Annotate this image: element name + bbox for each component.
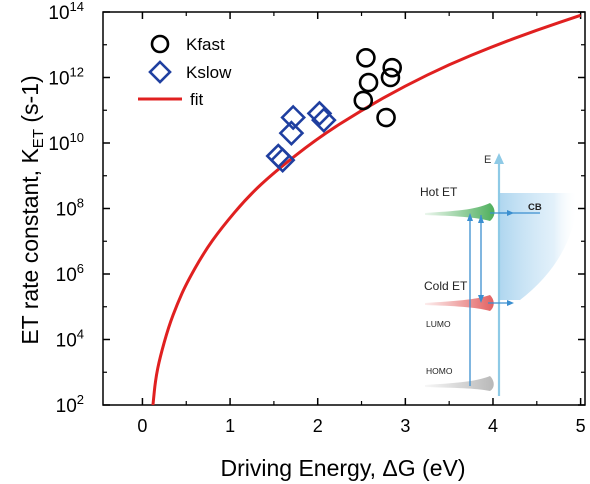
- kslow-series: [265, 100, 337, 173]
- y-axis-title: ET rate constant, KET (s-1): [17, 75, 47, 344]
- homo-distribution: [425, 376, 494, 391]
- y-tick-label: 1012: [48, 65, 84, 90]
- hot-transfer-arrowhead: [507, 210, 514, 216]
- cold-et-distribution: [425, 295, 494, 311]
- x-tick-labels: 0 1 2 3 4 5: [137, 416, 585, 436]
- cold-transfer-arrowhead: [507, 300, 514, 306]
- energy-axis-label: E: [484, 154, 491, 166]
- x-tick-label: 2: [313, 416, 323, 436]
- kfast-point: [376, 107, 396, 128]
- axis-ticks: [103, 11, 585, 406]
- x-tick-label: 5: [576, 416, 586, 436]
- energy-axis-arrowhead: [494, 153, 504, 164]
- homo-label: HOMO: [426, 366, 453, 376]
- y-tick-label: 108: [56, 196, 84, 221]
- homo-to-hot-arrowhead: [467, 213, 473, 221]
- legend-kfast-marker: [150, 34, 170, 54]
- y-tick-label: 1014: [48, 0, 84, 24]
- x-tick-label: 0: [137, 416, 147, 436]
- cb-band-shape: [498, 193, 578, 300]
- y-axis-title-unit: (s-1): [17, 75, 43, 129]
- kslow-point: [269, 147, 296, 173]
- legend-fit-label: fit: [190, 90, 204, 109]
- y-tick-label: 102: [56, 392, 84, 417]
- x-tick-label: 4: [488, 416, 498, 436]
- y-tick-label: 104: [56, 327, 84, 352]
- x-tick-label: 1: [225, 416, 235, 436]
- cold-et-label: Cold ET: [424, 279, 468, 293]
- relaxation-arrowhead-up: [478, 215, 484, 223]
- hot-et-label: Hot ET: [420, 185, 458, 199]
- kslow-point: [278, 120, 305, 146]
- y-axis-unit-text: (s-1): [17, 75, 43, 122]
- kfast-series: [353, 47, 403, 128]
- x-axis-title: Driving Energy, ΔG (eV): [220, 455, 465, 481]
- y-axis-title-subscript: ET: [30, 129, 47, 148]
- legend-kfast-label: Kfast: [186, 35, 225, 54]
- kslow-point: [306, 100, 333, 127]
- kfast-point: [358, 72, 379, 93]
- relaxation-arrowhead-down: [478, 295, 484, 303]
- cb-label: CB: [528, 202, 542, 213]
- kfast-point: [353, 90, 374, 111]
- y-tick-label: 106: [56, 261, 84, 286]
- y-tick-label: 1010: [48, 130, 84, 155]
- kfast-point: [356, 47, 376, 68]
- fit-curve: [151, 13, 582, 405]
- legend-kslow-marker: [148, 60, 172, 84]
- hot-et-distribution: [425, 203, 495, 221]
- lumo-label: LUMO: [426, 319, 451, 329]
- kslow-point: [280, 104, 307, 131]
- energy-diagram-inset: E CB Hot ET Cold ET LUMO HOMO: [420, 153, 578, 396]
- kfast-point: [380, 67, 401, 88]
- y-axis-title-main: ET rate constant, K: [17, 148, 43, 345]
- x-tick-label: 3: [400, 416, 410, 436]
- legend: Kfast Kslow fit: [138, 34, 232, 109]
- kfast-point: [382, 57, 403, 78]
- kslow-point: [311, 107, 337, 133]
- y-tick-labels: 102 104 106 108 1010 1012 1014: [48, 0, 84, 417]
- legend-kslow-label: Kslow: [186, 63, 232, 82]
